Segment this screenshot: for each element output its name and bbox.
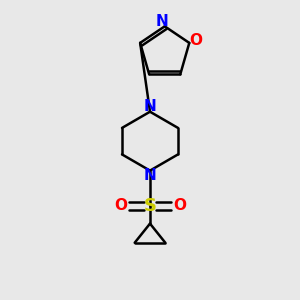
Text: O: O	[173, 198, 186, 213]
Text: O: O	[189, 33, 202, 48]
Text: N: N	[144, 99, 156, 114]
Text: N: N	[144, 168, 156, 183]
Text: O: O	[114, 198, 127, 213]
Text: N: N	[155, 14, 168, 29]
Text: S: S	[143, 197, 157, 215]
